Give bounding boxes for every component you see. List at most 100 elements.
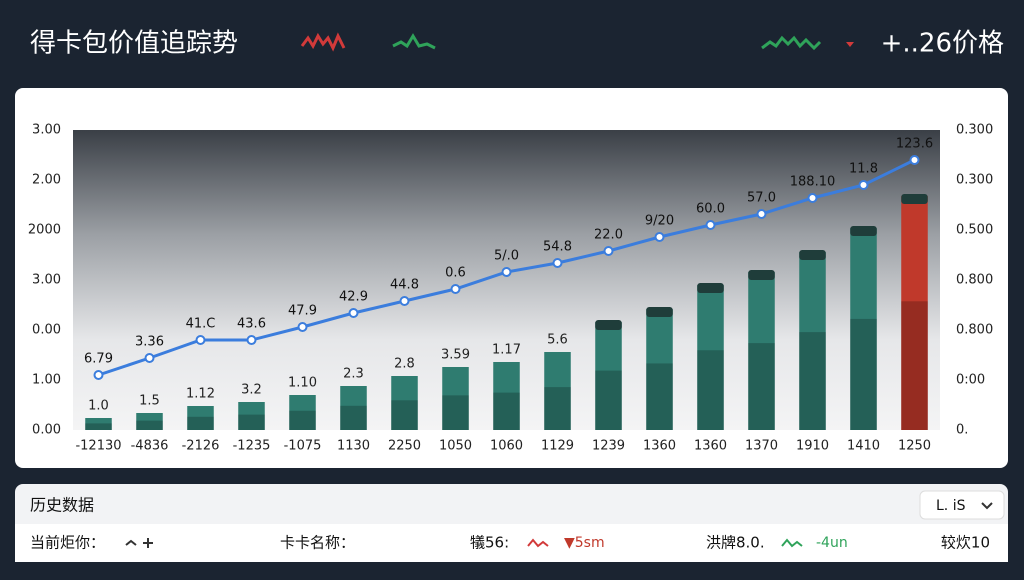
sparkline-icon (300, 32, 346, 52)
bar-shade (493, 392, 520, 430)
y-tick-label: 0.00 (32, 423, 61, 438)
line-label: 0.6 (445, 266, 466, 281)
y-tick-label: 2000 (28, 223, 61, 238)
sparkline-icon (761, 35, 822, 51)
sparkline-icon (392, 33, 436, 50)
line-point (909, 155, 920, 165)
x-tick-label: 1250 (898, 439, 931, 454)
row-cell: 卡卡名称： (280, 534, 355, 552)
bar-label: 1.12 (186, 387, 215, 402)
line-point (552, 258, 563, 268)
line-label: 47.9 (288, 304, 317, 319)
bar-shade (136, 420, 163, 430)
bar (901, 196, 928, 430)
bar-shade (187, 416, 214, 430)
row-cell: 当前炬你： (30, 534, 105, 552)
bar-label: 1.17 (492, 343, 521, 358)
x-tick-label: 1130 (337, 439, 370, 454)
bar-shade (799, 332, 826, 430)
y2-tick-label: 0. (956, 423, 968, 438)
y2-tick-label: 0:00 (956, 373, 985, 388)
line-label: 5/.0 (494, 249, 519, 264)
bar-shade (289, 410, 316, 430)
bar (136, 413, 163, 430)
down-arrow (846, 42, 854, 47)
line-label: 54.8 (543, 240, 572, 255)
row-cell: -4un (816, 535, 848, 551)
line-label: 57.0 (747, 191, 776, 206)
bar-shade (85, 423, 112, 430)
y2-tick-label: 0.300 (956, 173, 993, 188)
x-tick-label: 1360 (694, 439, 727, 454)
line-label: 11.8 (849, 162, 878, 177)
y-tick-label: 2.00 (32, 173, 61, 188)
bar-shade (850, 318, 877, 430)
y2-tick-label: 0.300 (956, 123, 993, 138)
row-cell: 犠56: (470, 534, 509, 552)
sparkline-icon (527, 538, 549, 548)
line-label: 123.6 (896, 137, 933, 152)
x-tick-label: 1050 (439, 439, 472, 454)
bar (799, 252, 826, 430)
x-tick-label: -4836 (131, 439, 169, 454)
history-title: 历史数据 (30, 496, 94, 515)
icon (125, 538, 153, 548)
bar-shade (901, 301, 928, 430)
line-label: 6.79 (84, 352, 113, 367)
bar-badge (799, 250, 826, 260)
x-tick-label: -12130 (75, 439, 121, 454)
history-row (15, 524, 1008, 562)
bar-badge (697, 283, 724, 293)
bar-label: 1.10 (288, 376, 317, 391)
bar (646, 309, 673, 430)
bar (595, 322, 622, 430)
bar (544, 352, 571, 430)
y2-tick-label: 0.800 (956, 273, 993, 288)
line-label: 42.9 (339, 290, 368, 305)
y-tick-label: 3.00 (32, 123, 61, 138)
bar (442, 367, 469, 430)
chevron[interactable] (981, 502, 993, 510)
line-point (195, 335, 206, 345)
bar (289, 395, 316, 430)
line-point (246, 335, 257, 345)
x-tick-label: -2126 (182, 439, 220, 454)
bar (850, 228, 877, 430)
line-label: 22.0 (594, 228, 623, 243)
bar-shade (697, 350, 724, 430)
line-point (807, 193, 818, 203)
bar (748, 272, 775, 430)
x-tick-label: 1410 (847, 439, 880, 454)
x-tick-label: 1239 (592, 439, 625, 454)
line-label: 44.8 (390, 278, 419, 293)
dropdown[interactable] (919, 490, 1005, 520)
x-tick-label: -1075 (284, 439, 322, 454)
bar-shade (391, 400, 418, 430)
bar-label: 1.5 (139, 394, 160, 409)
line-point (501, 267, 512, 277)
dropdown-label[interactable]: L. iS (936, 498, 966, 514)
bar-label: 2.3 (343, 367, 364, 382)
chart: 0.00 1.00 0.00 3.00 2000 2.00 3.00 0. 0:00 0.800 0… (28, 123, 993, 454)
y-tick-label: 0.00 (32, 323, 61, 338)
bar (187, 406, 214, 430)
line-point (603, 246, 614, 256)
bar-shade (238, 414, 265, 430)
x-tick-label: 1370 (745, 439, 778, 454)
line-label: 3.36 (135, 335, 164, 350)
x-tick-label: 1129 (541, 439, 574, 454)
bar (493, 362, 520, 430)
line-label: 60.0 (696, 202, 725, 217)
line-point (93, 370, 104, 380)
line-point (858, 180, 869, 190)
x-tick-label: 1360 (643, 439, 676, 454)
x-tick-label: 2250 (388, 439, 421, 454)
bar-shade (595, 370, 622, 430)
price-change: +..26价格 (881, 29, 1004, 59)
bar (238, 402, 265, 430)
x-tick-label: 1910 (796, 439, 829, 454)
bar-badge (901, 194, 928, 204)
line-point (756, 209, 767, 219)
